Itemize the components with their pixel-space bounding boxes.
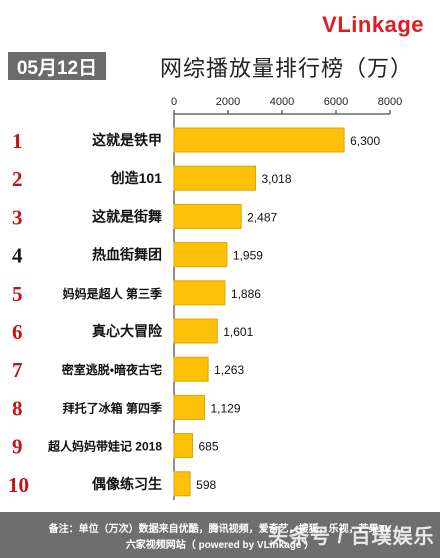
date-badge: 05月12日 [8, 52, 106, 80]
bar [173, 242, 228, 268]
category-label: 真心大冒险 [92, 323, 163, 339]
bar-value-label: 598 [196, 478, 216, 492]
rank-number: 8 [12, 396, 23, 420]
chart-title: 网综播放量排行榜（万） [160, 56, 414, 81]
rank-number: 5 [12, 282, 23, 306]
bar [173, 203, 242, 229]
category-label: 这就是街舞 [92, 208, 162, 224]
rank-number: 2 [12, 167, 23, 191]
x-tick-label: 6000 [324, 96, 348, 108]
category-label: 超人妈妈带娃记 2018 [47, 439, 162, 454]
rank-number: 7 [12, 358, 23, 382]
bar-value-label: 1,263 [214, 363, 244, 377]
bar-value-label: 2,487 [247, 210, 277, 224]
logo-text: Linkage [337, 12, 424, 37]
category-label: 拜托了冰箱 第四季 [63, 400, 163, 415]
bar [173, 127, 345, 153]
rank-number: 9 [12, 435, 23, 459]
rank-number: 6 [12, 320, 23, 344]
category-label: 密室逃脱•暗夜古宅 [62, 362, 162, 377]
bar-value-label: 1,601 [223, 325, 253, 339]
bar-value-label: 1,129 [210, 401, 240, 415]
category-label: 偶像练习生 [92, 476, 162, 492]
bar [173, 433, 193, 459]
x-tick-label: 4000 [270, 96, 294, 108]
category-label: 妈妈是超人 第三季 [63, 286, 163, 301]
bar-value-label: 685 [198, 440, 218, 454]
bar [173, 471, 191, 497]
x-tick-label: 2000 [216, 96, 240, 108]
x-tick-label: 0 [171, 96, 177, 108]
rank-number: 1 [12, 129, 23, 153]
bar-chart: 0 2000 4000 6000 8000 1 这就是铁甲 6,300 2 创造101 3,018 3… [8, 96, 402, 500]
category-label: 这就是铁甲 [92, 132, 162, 148]
bar [173, 394, 205, 420]
footer-note: 备注：单位（万次）数据来自优酷，腾讯视频，爱奇艺，搜狐，乐视，芒果TV 六家视频… [0, 512, 440, 558]
rank-number: 3 [12, 205, 23, 229]
bar [173, 318, 218, 344]
category-label: 创造101 [110, 170, 163, 186]
rank-number: 10 [8, 473, 29, 497]
brand-logo: VLinkage [322, 12, 424, 38]
bar [173, 165, 256, 191]
footer-line-2: 六家视频网站（ powered by VLinkage ） [125, 540, 315, 551]
bar-value-label: 6,300 [350, 134, 380, 148]
x-tick-label: 8000 [378, 96, 402, 108]
watermark: 头条号 / 百璞娱乐 [268, 526, 435, 548]
category-label: 热血街舞团 [92, 247, 162, 263]
footer-line-1: 备注：单位（万次）数据来自优酷，腾讯视频，爱奇艺，搜狐，乐视，芒果TV [48, 524, 392, 535]
bar-value-label: 1,959 [233, 249, 263, 263]
bar-value-label: 3,018 [261, 172, 291, 186]
logo-v: V [322, 12, 338, 37]
bar [173, 356, 209, 382]
bar-value-label: 1,886 [231, 287, 261, 301]
bar [173, 280, 226, 306]
rank-number: 4 [12, 244, 23, 268]
